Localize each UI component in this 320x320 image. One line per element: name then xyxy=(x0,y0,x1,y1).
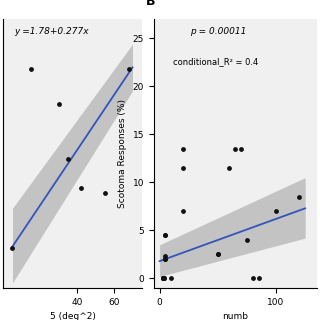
Point xyxy=(161,276,166,281)
Point xyxy=(161,276,166,281)
Text: B: B xyxy=(146,0,155,8)
Text: conditional_R² = 0.4: conditional_R² = 0.4 xyxy=(173,57,259,66)
Point xyxy=(169,276,174,281)
Point xyxy=(215,252,220,257)
X-axis label: 5 (deg^2): 5 (deg^2) xyxy=(50,312,95,320)
Point xyxy=(10,246,15,251)
Point xyxy=(162,276,167,281)
Point xyxy=(215,252,220,257)
Point xyxy=(56,101,61,106)
Point xyxy=(163,233,168,238)
Point xyxy=(102,191,107,196)
Point xyxy=(180,165,186,171)
Point xyxy=(163,233,168,238)
Point xyxy=(78,186,83,191)
Point xyxy=(65,156,70,161)
Point xyxy=(163,257,168,262)
Point xyxy=(28,67,34,72)
Point xyxy=(162,276,167,281)
Point xyxy=(250,276,255,281)
Text: p = 0.00011: p = 0.00011 xyxy=(190,27,246,36)
Point xyxy=(297,194,302,199)
X-axis label: numb: numb xyxy=(222,312,248,320)
Point xyxy=(163,254,168,259)
Point xyxy=(233,146,238,151)
Point xyxy=(256,276,261,281)
Point xyxy=(180,209,186,214)
Point xyxy=(180,146,186,151)
Point xyxy=(161,276,166,281)
Point xyxy=(126,67,132,72)
Point xyxy=(163,257,168,262)
Point xyxy=(274,209,279,214)
Point xyxy=(227,165,232,171)
Y-axis label: Scotoma Responses (%): Scotoma Responses (%) xyxy=(118,99,127,208)
Point xyxy=(239,146,244,151)
Point xyxy=(244,237,250,243)
Point xyxy=(161,276,166,281)
Point xyxy=(161,276,166,281)
Text: y =1.78+0.277x: y =1.78+0.277x xyxy=(14,27,89,36)
Point xyxy=(161,276,166,281)
